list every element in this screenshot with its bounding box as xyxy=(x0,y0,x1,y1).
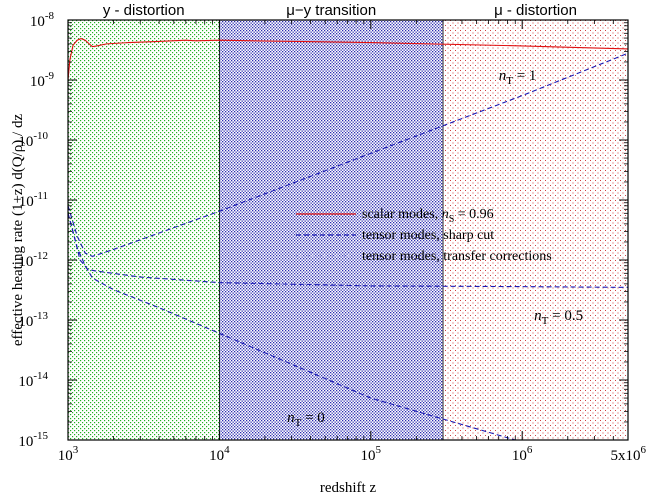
series-line-1 xyxy=(68,52,628,257)
x-tick-label: 5x106 xyxy=(611,444,647,464)
curve-annotations: nT = 1 nT = 0.5 nT = 0 xyxy=(287,68,583,429)
region-label: μ−y transition xyxy=(286,2,376,19)
plot-frame xyxy=(67,19,629,441)
annotation-label: nT = 0.5 xyxy=(534,308,583,327)
y-tick-label: 10-9 xyxy=(30,70,55,90)
series-line-0 xyxy=(68,37,628,81)
y-tick-label: 10-12 xyxy=(18,250,48,270)
legend-label: scalar modes, nS = 0.96 xyxy=(362,207,494,225)
annotation-label: nT = 0 xyxy=(287,410,325,429)
y-tick-label: 10-14 xyxy=(18,370,48,390)
region-band xyxy=(68,20,220,440)
y-tick-label: 10-11 xyxy=(19,190,48,210)
y-axis-label: effective heating rate (1+z) d(Q/ρ) / dz xyxy=(10,114,26,347)
y-tick-label: 10-8 xyxy=(30,10,55,30)
region-label: y - distortion xyxy=(103,2,185,19)
y-tick-label: 10-15 xyxy=(18,430,48,450)
x-tick-label: 105 xyxy=(361,444,382,464)
x-axis-label: redshift z xyxy=(320,480,377,496)
x-tick-label: 106 xyxy=(512,444,533,464)
y-tick-label: 10-13 xyxy=(18,310,48,330)
axis-ticks: 10-8 10-9 10-10 10-11 10-12 10-13 10-14 10-15 10… xyxy=(18,10,646,464)
region-band xyxy=(219,20,444,440)
x-tick-label: 104 xyxy=(209,444,230,464)
legend-label: tensor modes, sharp cut xyxy=(362,228,494,243)
y-tick-label: 10-10 xyxy=(18,130,48,150)
region-labels: y - distortion μ−y transition μ - distorti… xyxy=(103,2,577,19)
legend-label: tensor modes, transfer corrections xyxy=(362,249,552,264)
annotation-label: nT = 1 xyxy=(499,68,537,87)
series-group xyxy=(68,37,628,440)
x-tick-label: 103 xyxy=(58,444,79,464)
legend: scalar modes, nS = 0.96 tensor modes, sha… xyxy=(296,207,552,264)
region-label: μ - distortion xyxy=(494,2,577,19)
series-line-3 xyxy=(68,213,516,440)
distortion-regions xyxy=(68,20,628,440)
